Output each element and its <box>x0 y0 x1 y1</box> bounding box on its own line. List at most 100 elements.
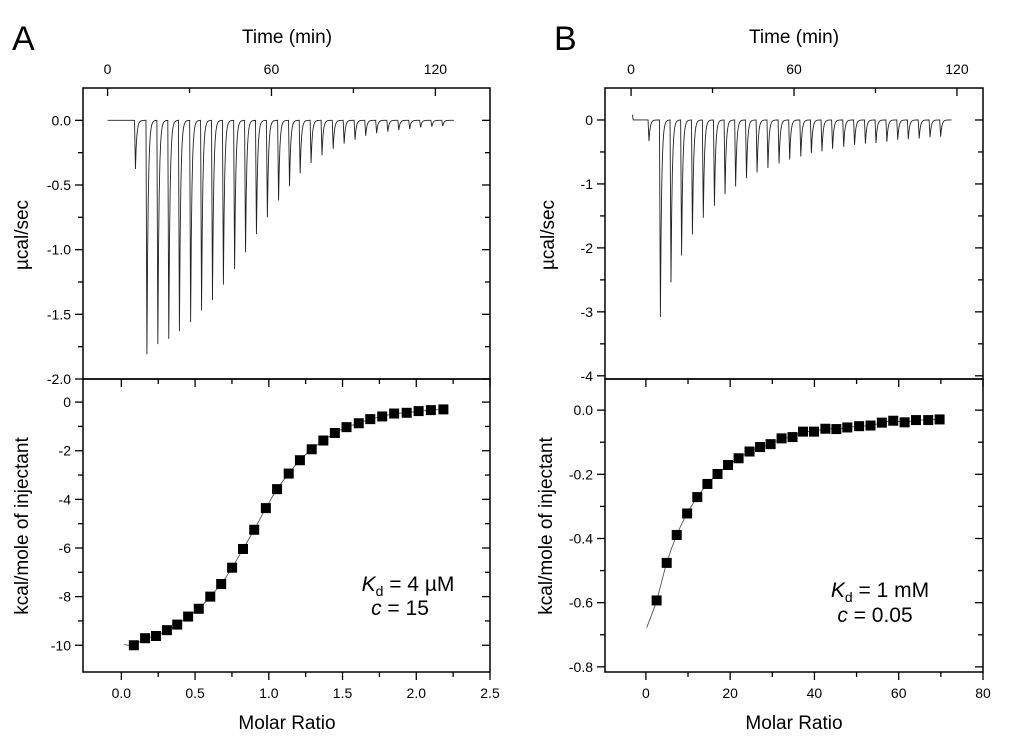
y-tick-label: -4 <box>581 368 594 384</box>
data-point <box>809 426 820 437</box>
x-tick-label: 40 <box>807 685 823 701</box>
x-tick-label: 120 <box>945 61 969 77</box>
data-point <box>329 427 340 438</box>
y-tick-label: 0 <box>585 112 593 128</box>
data-point <box>865 420 876 431</box>
y-tick-label: -4 <box>59 491 72 507</box>
x-tick-label: 60 <box>786 61 802 77</box>
y-tick-label: -2 <box>59 443 72 459</box>
kd-symbol: K <box>362 573 377 596</box>
c-value: = 15 <box>382 597 429 620</box>
y-tick-label: -8 <box>59 589 72 605</box>
data-point <box>661 557 672 568</box>
data-point <box>193 603 204 614</box>
plot-frame <box>604 87 984 380</box>
y-tick-label: 0.0 <box>52 112 72 128</box>
y-tick-label: -1.0 <box>47 242 71 258</box>
chart-b-top: 0 60 120 0 -1 -2 -3 -4 <box>581 61 984 384</box>
panel-a-c-annotation: c = 15 <box>371 597 429 620</box>
data-point <box>306 444 317 455</box>
panel-letter-a: A <box>12 20 35 58</box>
data-point <box>216 578 227 589</box>
x-tick-label: 20 <box>722 685 738 701</box>
x-tick-label: 60 <box>891 685 907 701</box>
y-tick-label: -1.5 <box>47 306 71 322</box>
panel-letter-b: B <box>554 20 577 58</box>
kd-subscript: d <box>376 583 384 599</box>
panel-a-molar-ratio-axis-title: Molar Ratio <box>238 713 335 734</box>
thermogram-trace <box>631 114 952 317</box>
c-symbol: c <box>837 604 848 627</box>
data-point <box>183 611 194 622</box>
y-tick-label: 0.0 <box>574 402 594 418</box>
data-point <box>318 435 329 446</box>
x-tick-label: 2.0 <box>407 685 427 701</box>
y-tick-label: -0.2 <box>569 466 593 482</box>
y-tick-label: -1 <box>581 176 594 192</box>
x-tick-label: 1.0 <box>259 685 279 701</box>
data-point <box>260 503 271 514</box>
data-point <box>365 414 376 425</box>
data-point <box>934 414 945 425</box>
fit-curve <box>646 418 940 628</box>
kd-symbol: K <box>831 579 846 602</box>
y-tick-label: 0 <box>63 394 71 410</box>
x-tick-label: 0 <box>104 61 112 77</box>
data-point <box>923 415 934 426</box>
data-point <box>744 446 755 457</box>
chart-b-bottom: 0 20 40 60 80 0.0 -0.2 -0.4 -0.6 -0.8 <box>569 378 991 701</box>
plot-layer: 0 60 120 0.0 -0.5 -1.0 -1.5 -2.0 0.0 0.5 1.0 1.5 2.0… <box>47 61 991 701</box>
chart-a-bottom: 0.0 0.5 1.0 1.5 2.0 2.5 0 -2 -4 -6 -8 -10 <box>51 378 500 701</box>
x-tick-label: 1.5 <box>333 685 353 701</box>
data-point <box>831 424 842 435</box>
panel-b-time-axis-title: Time (min) <box>749 27 839 48</box>
data-point <box>172 619 183 630</box>
data-point <box>876 417 887 428</box>
data-point <box>150 631 161 642</box>
chart-a-top: 0 60 120 0.0 -0.5 -1.0 -1.5 -2.0 <box>47 61 491 387</box>
data-point <box>842 422 853 433</box>
data-point <box>682 508 693 519</box>
data-point <box>377 411 388 422</box>
data-point <box>910 415 921 426</box>
x-tick-label: 60 <box>264 61 280 77</box>
x-tick-label: 2.5 <box>480 685 500 701</box>
data-point <box>765 439 776 450</box>
data-point <box>820 423 831 434</box>
y-tick-label: -0.6 <box>569 595 593 611</box>
plot-frame <box>82 378 491 673</box>
panel-a-kd-annotation: Kd = 4 µM <box>362 573 455 599</box>
y-tick-label: -0.5 <box>47 177 71 193</box>
data-point <box>294 455 305 466</box>
data-point <box>128 640 139 651</box>
data-point <box>161 625 172 636</box>
plot-frame <box>82 87 491 380</box>
data-point <box>776 433 787 444</box>
data-point <box>651 595 662 606</box>
data-point <box>671 529 682 540</box>
kd-value: = 4 µM <box>383 573 454 596</box>
data-point <box>723 460 734 471</box>
panel-b-heat-rate-axis-title: µcal/sec <box>538 200 559 270</box>
y-tick-label: -6 <box>59 540 72 556</box>
data-point <box>425 405 436 416</box>
kd-subscript: d <box>845 589 853 605</box>
data-point <box>888 415 899 426</box>
kd-value: = 1 mM <box>853 579 929 602</box>
x-tick-label: 0.5 <box>185 685 205 701</box>
panel-a-time-axis-title: Time (min) <box>242 27 332 48</box>
x-tick-label: 0 <box>642 685 650 701</box>
data-point <box>712 468 723 479</box>
data-point <box>389 408 400 419</box>
panel-b-molar-ratio-axis-title: Molar Ratio <box>745 713 842 734</box>
data-point <box>854 421 865 432</box>
data-point <box>401 407 412 418</box>
x-tick-label: 80 <box>975 685 991 701</box>
data-point <box>283 468 294 479</box>
c-symbol: c <box>371 597 382 620</box>
panel-a-enthalpy-axis-title: kcal/mole of injectant <box>12 437 33 615</box>
panel-b-kd-annotation: Kd = 1 mM <box>831 579 929 605</box>
c-value: = 0.05 <box>848 604 913 627</box>
panel-b-c-annotation: c = 0.05 <box>837 604 912 627</box>
